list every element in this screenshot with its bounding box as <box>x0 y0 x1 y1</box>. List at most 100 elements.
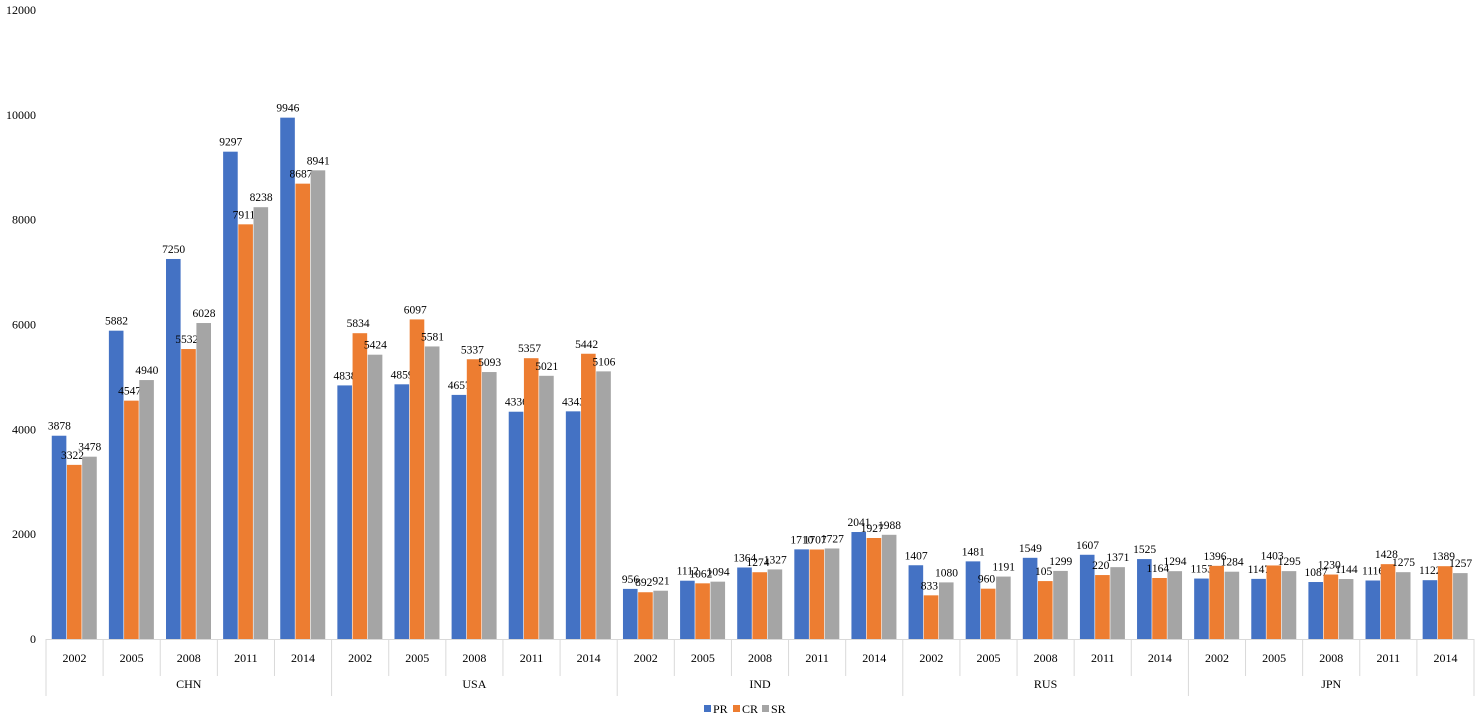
x-group-label: CHN <box>176 677 202 691</box>
data-label-pr: 1364 <box>733 553 756 565</box>
x-tick-label: 2011 <box>520 651 544 665</box>
legend-swatch-pr <box>704 705 711 712</box>
bar-pr <box>508 411 524 639</box>
data-label-pr: 1481 <box>962 546 985 558</box>
data-label-sr: 1080 <box>935 567 958 579</box>
x-tick-label: 2005 <box>405 651 429 665</box>
bar-pr <box>1251 578 1266 639</box>
bar-cr <box>295 183 311 639</box>
bar-sr <box>996 576 1011 639</box>
data-label-sr: 1327 <box>764 554 787 566</box>
x-tick-label: 2014 <box>291 651 315 665</box>
bar-sr <box>1110 567 1125 639</box>
legend-label-pr: PR <box>713 702 728 716</box>
data-label-pr: 2041 <box>848 517 871 529</box>
x-tick-label: 2011 <box>805 651 829 665</box>
bar-pr <box>166 258 181 639</box>
data-label-pr: 1153 <box>1190 564 1213 576</box>
bar-pr <box>908 565 924 639</box>
bar-pr <box>51 435 67 639</box>
data-label-cr: 1164 <box>1147 563 1170 575</box>
bar-sr <box>82 456 97 639</box>
bar-sr <box>424 346 440 639</box>
data-label-pr: 1122 <box>1419 565 1442 577</box>
bar-pr <box>1194 578 1209 639</box>
data-label-pr: 4336 <box>505 397 528 409</box>
bar-sr <box>1053 570 1068 639</box>
data-label-cr: 5834 <box>347 318 370 330</box>
data-label-sr: 1191 <box>992 562 1015 574</box>
x-group-label: JPN <box>1321 677 1341 691</box>
data-label-cr: 5442 <box>575 339 598 351</box>
x-group-label: RUS <box>1034 677 1057 691</box>
x-tick-label: 2008 <box>177 651 201 665</box>
x-tick-label: 2011 <box>1377 651 1401 665</box>
bar-pr <box>1422 580 1438 639</box>
x-tick-label: 2008 <box>1319 651 1343 665</box>
data-label-sr: 1295 <box>1278 556 1301 568</box>
bar-sr <box>253 207 269 639</box>
bar-pr <box>680 580 695 639</box>
bar-pr <box>1308 582 1323 639</box>
bar-cr <box>923 595 939 639</box>
data-label-sr: 1294 <box>1164 556 1187 568</box>
data-label-cr: 1062 <box>689 568 712 580</box>
data-label-sr: 1275 <box>1392 557 1415 569</box>
x-tick-label: 2005 <box>691 651 715 665</box>
bar-pr <box>1137 559 1152 639</box>
bar-sr <box>824 548 840 639</box>
data-label-pr: 9946 <box>276 103 299 115</box>
bar-sr <box>367 354 383 639</box>
data-label-pr: 1147 <box>1248 564 1271 576</box>
x-tick-label: 2008 <box>1034 651 1058 665</box>
data-label-pr: 1112 <box>677 566 699 578</box>
data-label-sr: 1988 <box>878 520 901 532</box>
bar-pr <box>108 330 124 639</box>
x-tick-label: 2014 <box>1148 651 1172 665</box>
bar-sr <box>1167 571 1183 639</box>
bar-cr <box>181 349 196 639</box>
data-label-cr: 6097 <box>404 304 427 316</box>
bar-sr <box>938 582 954 639</box>
bar-sr <box>767 569 783 639</box>
data-label-cr: 1403 <box>1261 550 1284 562</box>
data-label-sr: 5106 <box>592 356 615 368</box>
bar-pr <box>280 117 295 639</box>
data-label-sr: 1094 <box>707 567 730 579</box>
bar-pr <box>394 384 410 639</box>
bar-sr <box>539 375 554 639</box>
data-label-pr: 1549 <box>1019 543 1042 555</box>
data-label-cr: 7911 <box>233 209 256 221</box>
x-tick-label: 2008 <box>748 651 772 665</box>
bar-sr <box>482 372 497 639</box>
bar-cr <box>124 400 139 639</box>
y-tick-label: 0 <box>30 632 36 646</box>
x-tick-label: 2014 <box>862 651 886 665</box>
bar-cr <box>695 583 710 639</box>
bar-cr <box>1095 575 1110 639</box>
data-label-sr: 8941 <box>307 155 330 167</box>
data-label-sr: 1299 <box>1049 556 1072 568</box>
x-tick-label: 2008 <box>462 651 486 665</box>
bar-cr <box>581 353 596 639</box>
data-label-sr: 6028 <box>193 308 216 320</box>
data-label-cr: 1927 <box>861 523 884 535</box>
data-label-cr: 4547 <box>118 386 141 398</box>
bar-sr <box>596 371 611 639</box>
data-label-pr: 1407 <box>905 550 928 562</box>
data-label-cr: 960 <box>978 574 996 586</box>
bar-sr <box>1281 571 1297 639</box>
bar-cr <box>1266 565 1282 639</box>
data-label-pr: 5882 <box>105 316 128 328</box>
bar-cr <box>1323 574 1339 639</box>
bar-pr <box>1022 557 1038 639</box>
x-tick-label: 2005 <box>120 651 144 665</box>
legend-swatch-cr <box>733 705 740 712</box>
x-tick-label: 2014 <box>1433 651 1457 665</box>
data-label-cr: 5337 <box>461 344 484 356</box>
bar-pr <box>965 561 981 639</box>
bar-cr <box>238 224 253 639</box>
bar-cr <box>980 588 996 639</box>
bar-cr <box>1437 566 1453 639</box>
data-label-sr: 5093 <box>478 357 501 369</box>
